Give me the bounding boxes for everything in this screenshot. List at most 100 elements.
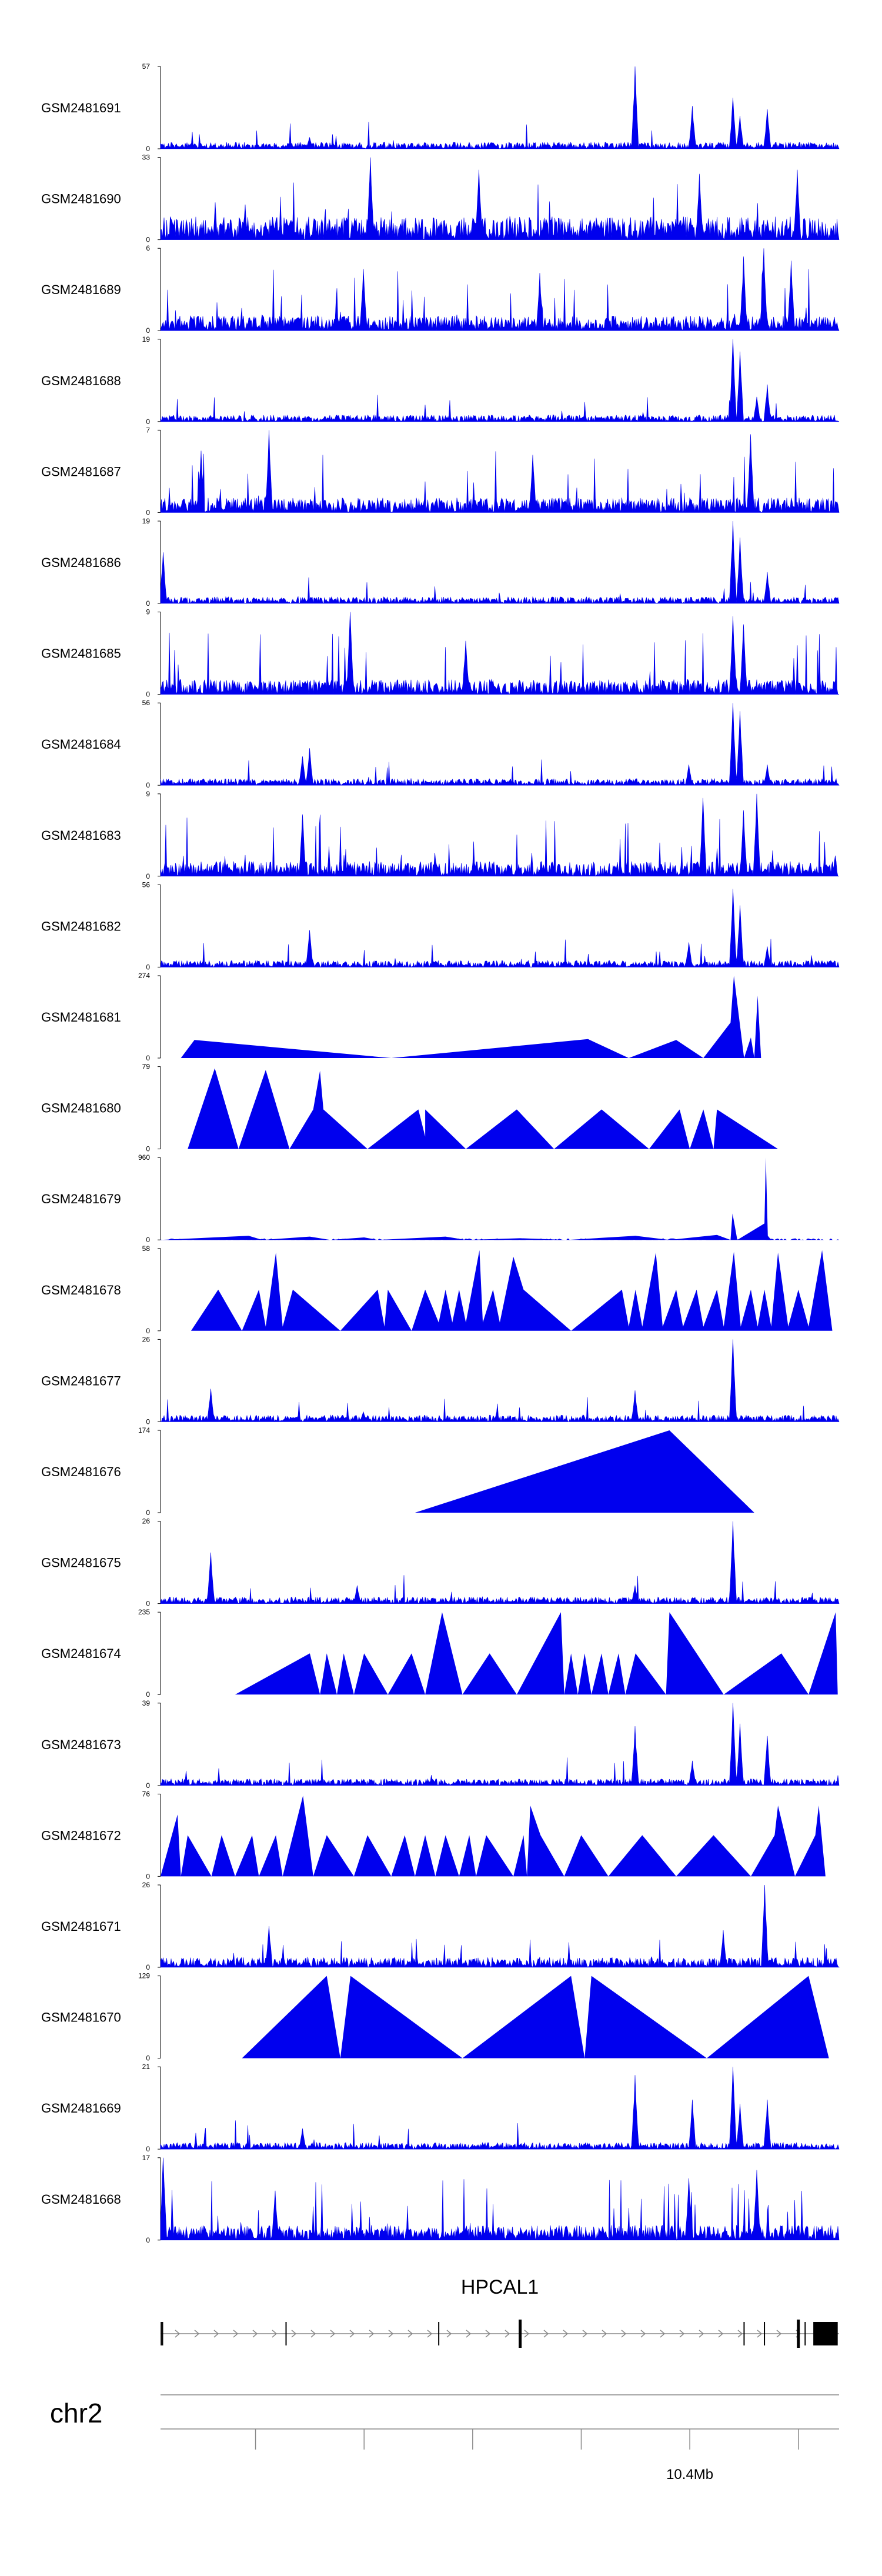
y-axis-min-label: 0: [146, 145, 150, 153]
y-axis-max-label: 57: [142, 62, 151, 71]
y-axis-min-label: 0: [146, 508, 150, 516]
track-label: GSM2481676: [41, 1464, 121, 1479]
y-axis-min-label: 0: [146, 2236, 150, 2244]
track-label: GSM2481690: [41, 192, 121, 206]
coverage-area: [415, 1430, 754, 1513]
strand-arrow: [446, 2330, 452, 2338]
track-label: GSM2481668: [41, 2192, 121, 2207]
y-axis-min-label: 0: [146, 1781, 150, 1790]
y-axis-max-label: 129: [138, 1972, 150, 1980]
y-axis-max-label: 6: [146, 244, 150, 252]
coverage-area: [160, 793, 840, 877]
y-axis-min-label: 0: [146, 1600, 150, 1608]
track-label: GSM2481680: [41, 1101, 121, 1116]
y-axis-max-label: 58: [142, 1244, 151, 1253]
strand-arrow: [330, 2330, 336, 2338]
genome-axis-track: chr2 10.4Mb: [50, 2394, 839, 2482]
strand-arrow: [310, 2330, 316, 2338]
coverage-area: [191, 1250, 833, 1331]
coverage-area: [242, 1976, 829, 2058]
strand-arrow: [582, 2330, 588, 2338]
y-axis-max-label: 17: [142, 2154, 151, 2162]
chromosome-label: chr2: [50, 2398, 102, 2428]
y-axis-min-label: 0: [146, 1963, 150, 1971]
strand-arrow: [175, 2330, 181, 2338]
strand-arrow: [776, 2330, 782, 2338]
y-axis-min-label: 0: [146, 236, 150, 244]
gene-cds-block: [813, 2322, 838, 2345]
track-GSM2481681: GSM2481681 274 0: [41, 972, 802, 1062]
track-GSM2481691: GSM2481691 57 0: [41, 62, 840, 153]
y-axis-max-label: 235: [138, 1608, 150, 1616]
gene-model: [161, 2320, 839, 2348]
track-label: GSM2481671: [41, 1919, 121, 1934]
y-axis-max-label: 76: [142, 1790, 151, 1798]
coverage-area: [160, 1339, 840, 1423]
strand-arrow: [543, 2330, 549, 2338]
track-label: GSM2481674: [41, 1646, 121, 1661]
y-axis-min-label: 0: [146, 1145, 150, 1153]
track-GSM2481676: GSM2481676 174 0: [41, 1426, 754, 1517]
strand-arrow: [252, 2330, 258, 2338]
track-GSM2481686: GSM2481686 19 0: [41, 517, 840, 608]
strand-arrow: [349, 2330, 355, 2338]
strand-arrow: [369, 2330, 375, 2338]
y-axis-max-label: 33: [142, 154, 151, 162]
strand-arrow: [660, 2330, 666, 2338]
y-axis-min-label: 0: [146, 872, 150, 880]
track-label: GSM2481675: [41, 1556, 121, 1570]
track-label: GSM2481673: [41, 1737, 121, 1752]
coverage-area: [160, 2067, 840, 2150]
y-axis-min-label: 0: [146, 963, 150, 971]
track-GSM2481671: GSM2481671 26 0: [41, 1881, 840, 1971]
track-GSM2481685: GSM2481685 9 0: [41, 608, 840, 699]
coverage-area: [160, 1884, 840, 1968]
y-axis-min-label: 0: [146, 2054, 150, 2063]
gene-exon: [438, 2322, 440, 2345]
y-axis-min-label: 0: [146, 690, 150, 699]
y-axis-max-label: 21: [142, 2063, 151, 2071]
strand-arrow: [427, 2330, 433, 2338]
y-axis-max-label: 960: [138, 1153, 150, 1162]
y-axis-max-label: 9: [146, 608, 150, 616]
track-label: GSM2481687: [41, 464, 121, 479]
strand-arrow: [699, 2330, 704, 2338]
track-GSM2481673: GSM2481673 39 0: [41, 1699, 840, 1790]
strand-arrow: [272, 2330, 278, 2338]
y-axis-min-label: 0: [146, 1417, 150, 1426]
track-GSM2481679: GSM2481679 960 0: [41, 1153, 839, 1244]
gene-exon: [764, 2322, 766, 2345]
coverage-area: [161, 1157, 829, 1240]
strand-arrow: [194, 2330, 200, 2338]
strand-arrow: [505, 2330, 510, 2338]
y-axis-min-label: 0: [146, 326, 150, 335]
strand-arrow: [737, 2330, 743, 2338]
track-GSM2481683: GSM2481683 9 0: [41, 790, 840, 880]
track-label: GSM2481684: [41, 737, 121, 752]
track-GSM2481674: GSM2481674 235 0: [41, 1608, 838, 1699]
y-axis-min-label: 0: [146, 1872, 150, 1880]
gene-exon: [804, 2322, 806, 2345]
coverage-area: [160, 430, 840, 513]
y-axis-max-label: 26: [142, 1881, 151, 1889]
y-axis-max-label: 26: [142, 1517, 151, 1526]
y-axis-max-label: 26: [142, 1335, 151, 1343]
coverage-area: [160, 889, 840, 968]
y-axis-max-label: 79: [142, 1063, 151, 1071]
track-label: GSM2481669: [41, 2101, 121, 2115]
strand-arrow: [640, 2330, 646, 2338]
y-axis-min-label: 0: [146, 1327, 150, 1335]
coverage-area: [160, 1703, 840, 1786]
gene-exon: [519, 2320, 522, 2348]
track-GSM2481689: GSM2481689 6 0: [41, 244, 840, 335]
strand-arrow: [466, 2330, 472, 2338]
y-axis-max-label: 56: [142, 699, 151, 707]
strand-arrow: [524, 2330, 530, 2338]
track-GSM2481687: GSM2481687 7 0: [41, 426, 840, 516]
coverage-area: [161, 1796, 826, 1877]
coverage-area: [160, 339, 840, 422]
gene-exon: [285, 2322, 287, 2345]
strand-arrow: [213, 2330, 219, 2338]
strand-arrow: [485, 2330, 491, 2338]
y-axis-min-label: 0: [146, 418, 150, 426]
